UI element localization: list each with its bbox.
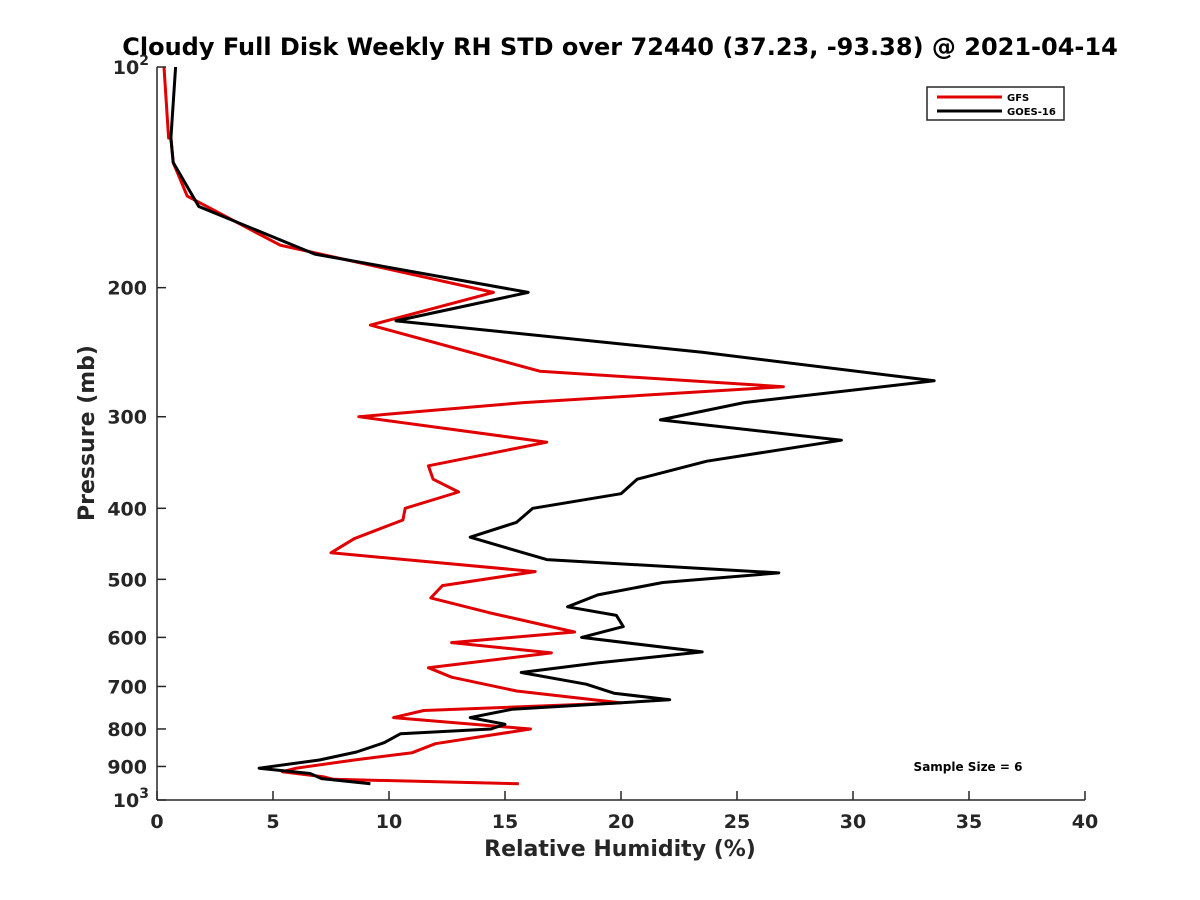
x-tick-label: 20	[608, 811, 634, 833]
x-axis-label: Relative Humidity (%)	[484, 837, 756, 862]
y-tick-label: 400	[107, 498, 147, 520]
chart-title: Cloudy Full Disk Weekly RH STD over 7244…	[122, 33, 1118, 61]
series-line-gfs	[162, 66, 785, 786]
y-tick-label: 103	[113, 786, 149, 812]
x-tick-label: 15	[492, 811, 518, 833]
legend: GFS GOES-16	[926, 86, 1065, 121]
x-tick-label: 5	[266, 811, 279, 833]
sample-size-annotation: Sample Size = 6	[914, 760, 1023, 774]
x-axis-ticks: 0 5 10 15 20 25 30 35 40	[150, 791, 1098, 833]
y-tick-label: 700	[107, 676, 147, 698]
y-tick-label: 102	[113, 53, 149, 79]
x-tick-label: 40	[1072, 811, 1098, 833]
legend-label-gfs: GFS	[1007, 93, 1029, 104]
y-axis-ticks: 102 200 300 400 500 600 700 800 900 103	[107, 53, 166, 812]
y-tick-label: 200	[107, 278, 147, 300]
plot-lines	[162, 66, 936, 786]
x-tick-label: 0	[150, 811, 163, 833]
y-tick-label: 500	[107, 569, 147, 591]
y-tick-label: 800	[107, 719, 147, 741]
legend-label-goes-16: GOES-16	[1007, 107, 1056, 118]
y-tick-label: 300	[107, 407, 147, 429]
x-tick-label: 10	[376, 811, 402, 833]
x-tick-label: 35	[956, 811, 982, 833]
legend-box	[926, 86, 1065, 121]
x-tick-label: 25	[724, 811, 750, 833]
y-tick-label: 900	[107, 756, 147, 778]
y-tick-label: 600	[107, 627, 147, 649]
x-tick-label: 30	[840, 811, 866, 833]
y-axis-label: Pressure (mb)	[75, 345, 100, 521]
series-line-goes-16	[169, 66, 936, 786]
